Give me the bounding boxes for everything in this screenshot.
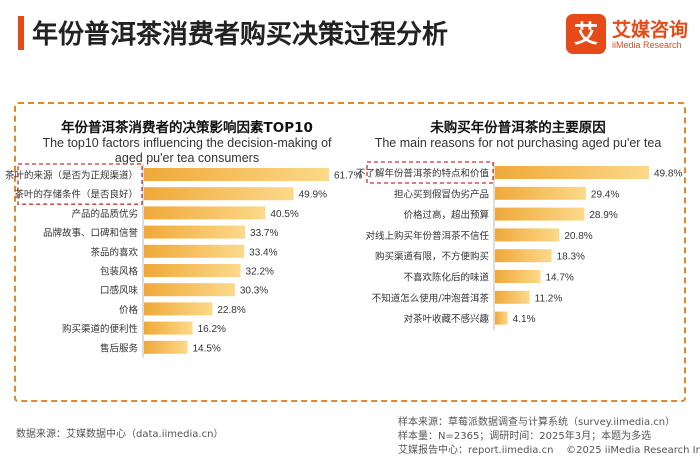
left-highlight-box bbox=[17, 163, 143, 205]
right-value-label: 4.1% bbox=[513, 314, 536, 325]
right-category-label: 不了解年份普洱茶的特点和价值 bbox=[356, 168, 490, 180]
left-bar bbox=[144, 264, 241, 277]
page-title: 年份普洱茶消费者购买决策过程分析 bbox=[32, 20, 449, 50]
brand-logo: 艾 艾媒咨询 iiMedia Research bbox=[566, 12, 692, 58]
right-value-label: 18.3% bbox=[557, 252, 585, 263]
left-category-label: 口感风味 bbox=[100, 285, 139, 297]
left-category-label: 购买渠道的便利性 bbox=[62, 323, 139, 335]
right-category-label: 价格过高，超出预算 bbox=[403, 209, 489, 221]
title-accent-bar bbox=[18, 16, 24, 50]
left-bar bbox=[144, 206, 266, 220]
left-category-label: 茶叶的存储条件（是否良好） bbox=[14, 189, 138, 201]
right-value-label: 49.8% bbox=[654, 169, 682, 180]
right-highlight-box bbox=[366, 161, 494, 184]
left-value-label: 33.4% bbox=[249, 247, 277, 258]
left-value-label: 22.8% bbox=[217, 305, 245, 316]
right-bar bbox=[495, 290, 530, 304]
left-bar bbox=[144, 302, 213, 316]
left-value-label: 14.5% bbox=[192, 343, 220, 354]
logo-name-en: iiMedia Research bbox=[612, 40, 682, 50]
right-category-label: 对线上购买年份普洱茶不信任 bbox=[365, 230, 489, 242]
left-value-label: 61.7% bbox=[334, 171, 362, 182]
left-category-label: 产品的品质优劣 bbox=[71, 208, 138, 220]
right-value-label: 28.9% bbox=[589, 210, 617, 221]
right-bar bbox=[495, 186, 586, 200]
left-category-label: 售后服务 bbox=[100, 342, 139, 354]
left-bar bbox=[144, 244, 245, 258]
left-category-label: 茶叶的来源（是否为正规渠道） bbox=[5, 170, 138, 182]
left-bar bbox=[144, 168, 329, 181]
right-value-label: 14.7% bbox=[545, 273, 573, 284]
right-bar bbox=[495, 166, 649, 179]
left-bar bbox=[144, 187, 294, 201]
left-category-label: 包装风格 bbox=[100, 266, 139, 278]
right-value-label: 29.4% bbox=[591, 189, 619, 200]
data-source-note: 数据来源：艾媒数据中心（data.iimedia.cn） bbox=[16, 429, 224, 440]
left-chart-title: 年份普洱茶消费者的决策影响因素TOP10 The top10 factors i… bbox=[22, 116, 352, 166]
left-value-label: 16.2% bbox=[198, 324, 226, 335]
report-footer: 艾媒报告中心：report.iimedia.cn ©2025 iiMedia R… bbox=[398, 441, 700, 456]
left-value-label: 30.3% bbox=[240, 286, 268, 297]
left-value-label: 49.9% bbox=[299, 190, 327, 201]
left-title-en-2: aged pu'er tea consumers bbox=[114, 151, 260, 165]
sample-source-note: 样本来源：草莓派数据调查与计算系统（survey.iimedia.cn） bbox=[398, 417, 676, 428]
left-category-label: 品牌故事、口碑和信誉 bbox=[43, 227, 139, 239]
left-value-label: 33.7% bbox=[250, 228, 278, 239]
left-value-label: 40.5% bbox=[270, 209, 298, 220]
right-bar bbox=[495, 249, 552, 263]
logo-name-cn: 艾媒咨询 bbox=[612, 19, 689, 41]
right-chart-title: 未购买年份普洱茶的主要原因 The main reasons for not p… bbox=[358, 116, 678, 151]
right-title-cn: 未购买年份普洱茶的主要原因 bbox=[430, 120, 606, 136]
right-bar bbox=[495, 311, 508, 325]
left-category-label: 茶品的喜欢 bbox=[90, 246, 138, 258]
left-value-label: 32.2% bbox=[246, 267, 274, 278]
logo-mark-icon: 艾 bbox=[566, 14, 606, 54]
report-site: 艾媒报告中心：report.iimedia.cn bbox=[398, 445, 554, 456]
right-title-en: The main reasons for not purchasing aged… bbox=[374, 136, 662, 150]
charts-frame bbox=[14, 102, 686, 402]
left-bar bbox=[144, 340, 188, 354]
left-category-label: 价格 bbox=[119, 304, 139, 316]
right-category-label: 对茶叶收藏不感兴趣 bbox=[403, 313, 489, 325]
right-bar bbox=[495, 207, 585, 221]
right-category-label: 不知道怎么使用/冲泡普洱茶 bbox=[372, 292, 490, 304]
copyright: ©2025 iiMedia Research Inc bbox=[566, 445, 700, 456]
left-bar bbox=[144, 283, 235, 297]
right-category-label: 购买渠道有限，不方便购买 bbox=[375, 251, 489, 263]
sample-info-note: 样本量：N=2365；调研时间：2025年3月；本题为多选 bbox=[398, 431, 652, 442]
left-bar bbox=[144, 321, 193, 335]
right-bar bbox=[495, 228, 560, 242]
left-title-en-1: The top10 factors influencing the decisi… bbox=[42, 136, 332, 150]
right-value-label: 20.8% bbox=[564, 231, 592, 242]
right-bar bbox=[495, 270, 541, 283]
left-title-cn: 年份普洱茶消费者的决策影响因素TOP10 bbox=[61, 120, 313, 136]
right-value-label: 11.2% bbox=[535, 293, 563, 304]
left-bar bbox=[144, 225, 246, 239]
right-category-label: 担心买到假冒伪劣产品 bbox=[394, 188, 489, 200]
right-category-label: 不喜欢陈化后的味道 bbox=[403, 272, 489, 284]
